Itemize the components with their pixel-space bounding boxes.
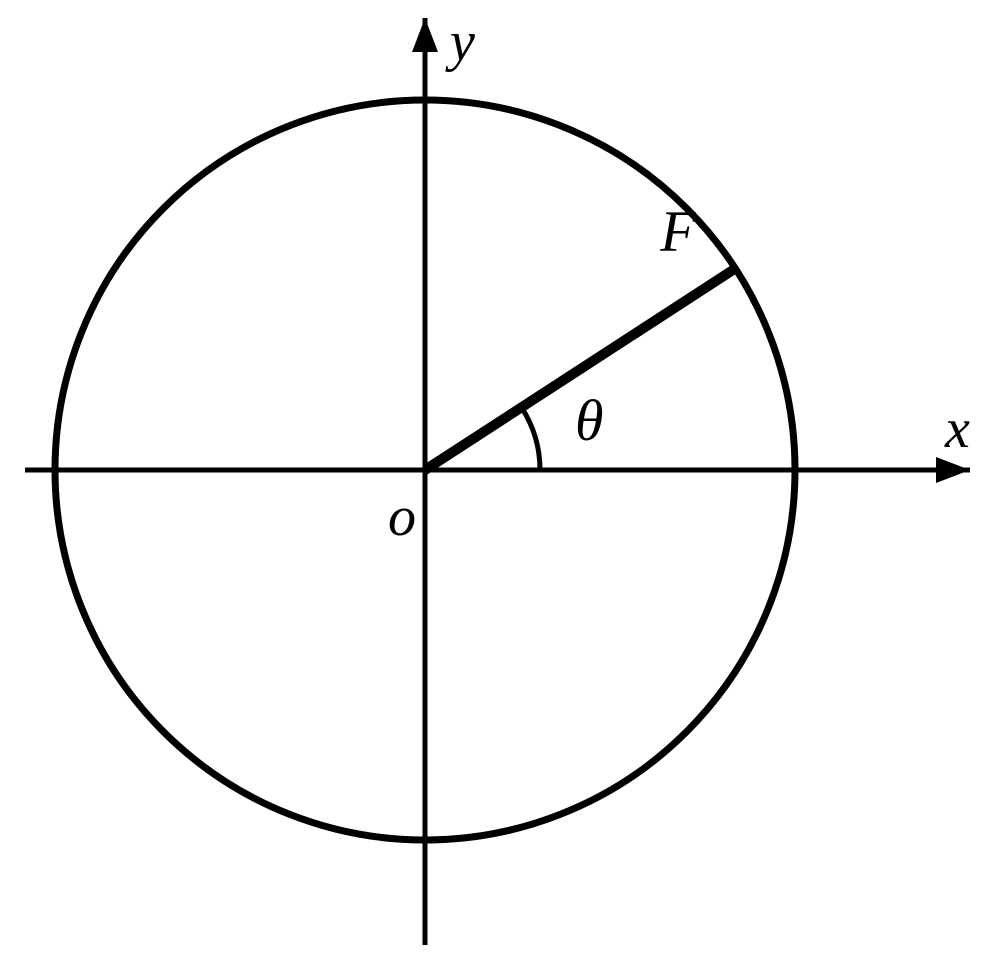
background	[0, 0, 1000, 953]
y-axis-label: y	[445, 11, 475, 73]
x-axis-label: x	[944, 398, 970, 460]
theta-label: θ	[575, 388, 604, 453]
origin-label: o	[388, 486, 416, 548]
point-f-label: F	[659, 198, 696, 263]
